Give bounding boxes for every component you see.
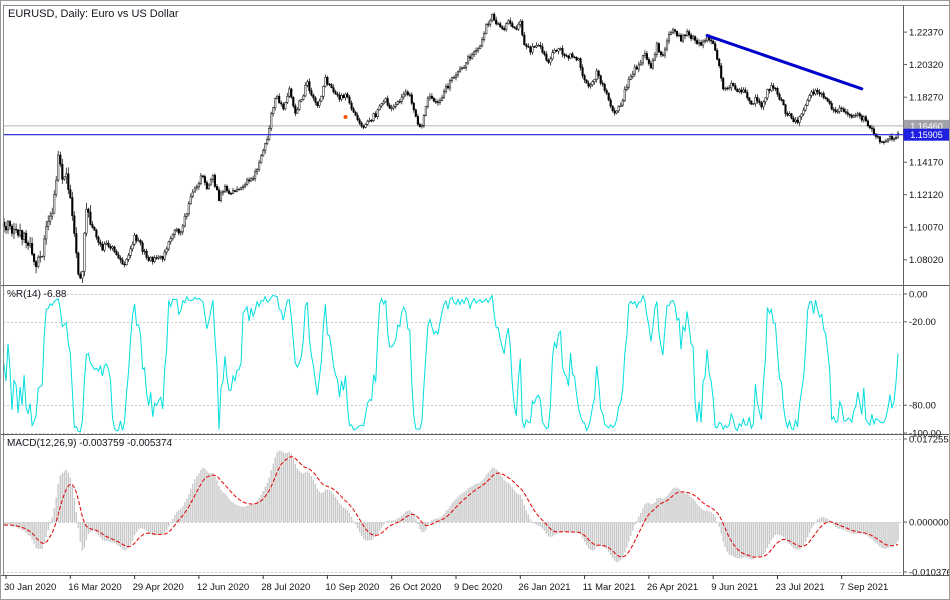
price-axis-label: 1.14170 [909, 158, 943, 169]
price-tag: 1.15905 [903, 128, 949, 141]
time-axis-label: 9 Jun 2021 [711, 582, 758, 593]
svg-text:1.16460: 1.16460 [910, 121, 943, 131]
chart-title: EURUSD, Daily: Euro vs US Dollar [8, 8, 179, 20]
wpr-line [3, 294, 899, 433]
macd-indicator-label: MACD(12,26,9) -0.003759 -0.005374 [7, 438, 173, 449]
price-axis-label: 1.12120 [909, 190, 943, 201]
trendline[interactable] [705, 34, 864, 91]
time-axis-label: 26 Jan 2021 [518, 582, 570, 593]
price-axis-label: 1.20320 [909, 60, 943, 71]
wpr-axis-label: 0.00 [909, 289, 928, 300]
wpr-axis-label: -80.00 [909, 401, 936, 412]
svg-text:1.15905: 1.15905 [910, 130, 943, 140]
time-axis-label: 7 Sep 2021 [840, 582, 889, 593]
time-axis-label: 30 Jan 2020 [4, 582, 56, 593]
time-axis-label: 29 Apr 2020 [133, 582, 184, 593]
wpr-indicator-label: %R(14) -6.88 [7, 289, 67, 300]
time-axis-label: 26 Apr 2021 [647, 582, 698, 593]
macd-axis-label: 0.017255 [909, 434, 949, 445]
macd-axis-label: -0.010376 [909, 567, 950, 578]
price-tag: 1.16460 [903, 119, 949, 132]
macd-signal-line [3, 456, 899, 558]
wpr-axis-label: -20.00 [909, 317, 936, 328]
time-axis-label: 23 Jul 2021 [776, 582, 825, 593]
time-axis-label: 11 Mar 2021 [583, 582, 636, 593]
time-axis-label: 10 Sep 2020 [325, 582, 379, 593]
time-axis-label: 12 Jun 2020 [197, 582, 249, 593]
candles-series [2, 13, 900, 279]
macd-histogram [3, 450, 899, 562]
wpr-axis-label: -100.00 [909, 428, 941, 439]
chart-object-marker[interactable] [343, 115, 348, 119]
time-axis-label: 9 Dec 2020 [454, 582, 503, 593]
price-axis-label: 1.22370 [909, 28, 943, 39]
price-axis-label: 1.18270 [909, 93, 943, 104]
candle-wicks [3, 12, 899, 283]
price-axis-label: 1.08020 [909, 255, 943, 266]
time-axis-label: 28 Jul 2020 [261, 582, 310, 593]
time-axis-label: 26 Oct 2020 [390, 582, 442, 593]
time-axis-label: 16 Mar 2020 [68, 582, 121, 593]
macd-axis-label: 0.000000 [909, 518, 949, 529]
price-axis-label: 1.10070 [909, 223, 943, 234]
